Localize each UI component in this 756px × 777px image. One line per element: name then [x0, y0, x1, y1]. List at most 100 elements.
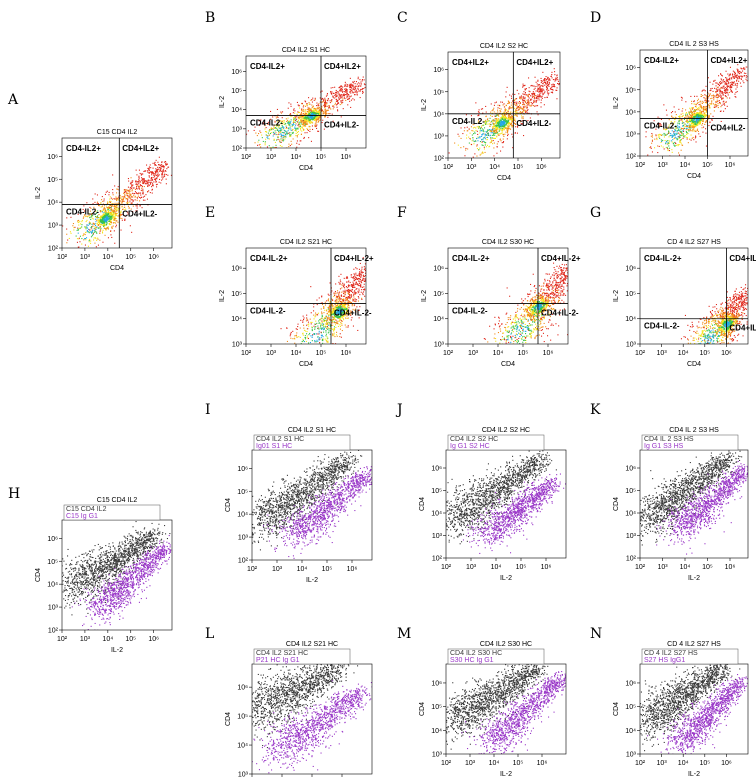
x-axis-label: CD4: [110, 265, 124, 272]
x-tick-label: 10⁵: [125, 636, 136, 643]
x-tick-label: 10⁵: [316, 350, 327, 357]
x-tick-label: 10³: [272, 566, 283, 573]
quadrant-label-lr: CD4+IL2-: [711, 123, 746, 132]
event-dots: [252, 664, 372, 774]
x-tick-label: 10³: [465, 760, 476, 767]
legend-stained: CD4 IL2 S1 HC: [256, 436, 304, 443]
x-tick-label: 10⁶: [541, 564, 552, 571]
y-tick-label: 10³: [238, 535, 249, 542]
plot-title: CD4 IL2 S30 HC: [480, 641, 532, 648]
panel-letter: A: [7, 92, 19, 108]
x-tick-label: 10⁶: [543, 350, 554, 357]
panel-letter: B: [205, 10, 215, 26]
quadrant-label-ll: CD4-IL-2-: [250, 307, 286, 316]
y-axis-label: IL-2: [35, 187, 42, 199]
y-axis-label: CD4: [35, 568, 42, 582]
y-tick-label: 10²: [626, 154, 637, 161]
panel-letter: C: [397, 10, 408, 26]
x-tick-label: 10³: [657, 350, 668, 357]
legend-isotype: S27 HS IgG1: [644, 657, 685, 664]
y-tick-label: 10⁶: [231, 266, 242, 273]
event-dots: [645, 64, 748, 156]
y-tick-label: 10⁴: [625, 728, 636, 735]
x-tick-label: 10⁴: [493, 350, 504, 357]
y-tick-label: 10⁴: [625, 109, 636, 116]
y-tick-label: 10⁴: [431, 728, 442, 735]
plot-frame: [639, 49, 749, 157]
plot-title: CD4 IL2 S21 HC: [286, 641, 338, 648]
plot-title: CD 4 IL2 S27 HS: [667, 239, 721, 246]
x-tick-label: 10²: [635, 350, 646, 357]
plot-title: CD4 IL2 S1 HC: [288, 427, 336, 434]
x-tick-label: 10⁵: [513, 760, 524, 767]
y-tick-label: 10⁶: [47, 154, 58, 161]
y-tick-label: 10²: [626, 556, 637, 563]
x-tick-label: 10⁴: [680, 162, 691, 169]
y-tick-label: 10⁵: [433, 291, 444, 298]
y-axis-label: IL-2: [219, 290, 226, 302]
event-dots: [483, 259, 568, 344]
y-tick-label: 10⁴: [625, 316, 636, 323]
x-tick-label: 10³: [657, 760, 668, 767]
y-tick-label: 10²: [432, 556, 443, 563]
panel-letter: I: [205, 402, 211, 418]
event-dots: [62, 520, 172, 630]
y-axis-label: IL-2: [421, 290, 428, 302]
quadrant-label-lr: CD4+IL-2-: [729, 324, 756, 333]
x-tick-label: 10³: [468, 350, 479, 357]
x-tick-label: 10⁴: [489, 760, 500, 767]
legend-stained: CD4 IL2 S2 HC: [450, 436, 498, 443]
quadrant-label-lr: CD4+IL-2-: [334, 309, 372, 318]
quadrant-label-ul: CD4-IL2+: [644, 56, 679, 65]
y-tick-label: 10²: [232, 146, 243, 153]
plot-title: CD4 IL2 S21 HC: [280, 239, 332, 246]
event-dots: [448, 68, 560, 158]
x-tick-label: 10⁵: [702, 564, 713, 571]
plot-title: C15 CD4 IL2: [97, 129, 138, 136]
x-tick-label: 10³: [657, 162, 668, 169]
x-tick-label: 10⁵: [513, 164, 524, 171]
y-tick-label: 10⁵: [237, 489, 248, 496]
x-tick-label: 10³: [266, 350, 277, 357]
x-tick-label: 10³: [466, 164, 477, 171]
x-tick-label: 10⁶: [347, 566, 358, 573]
y-tick-label: 10³: [232, 342, 243, 349]
panel-j: J CD4 IL2 S2 HC 10² 10³ 10⁴ 10⁵ 10⁶ 10² 10³ 10⁴ 10…: [395, 402, 567, 582]
y-tick-label: 10⁴: [237, 512, 248, 519]
y-tick-label: 10⁶: [433, 266, 444, 273]
y-tick-label: 10²: [434, 156, 445, 163]
plot-frame: [447, 51, 561, 159]
legend-isotype: C15 Ig G1: [66, 513, 98, 520]
x-axis-label: CD4: [497, 175, 511, 182]
y-tick-label: 10³: [434, 133, 445, 140]
y-tick-label: 10⁵: [47, 177, 58, 184]
y-axis-label: IL-2: [421, 99, 428, 111]
x-tick-label: 10²: [443, 164, 454, 171]
quadrant-label-lr: CD4+IL2-: [122, 209, 157, 218]
x-tick-label: 10²: [241, 350, 252, 357]
x-tick-label: 10⁶: [148, 636, 159, 643]
x-tick-label: 10²: [635, 162, 646, 169]
x-tick-label: 10²: [57, 254, 68, 261]
y-tick-label: 10³: [238, 772, 249, 777]
event-dots: [252, 450, 372, 559]
x-axis-label: IL-2: [500, 771, 512, 777]
quadrant-label-ul: CD4-IL-2+: [452, 254, 490, 263]
plot-title: CD4 IL2 S2 HC: [482, 427, 530, 434]
x-tick-label: 10⁶: [725, 162, 736, 169]
x-axis-label: IL-2: [500, 575, 512, 582]
legend-isotype: P21 HC Ig G1: [256, 657, 300, 664]
y-axis-label: CD4: [613, 702, 620, 716]
x-axis-label: CD4: [299, 165, 313, 172]
y-tick-label: 10⁴: [47, 200, 58, 207]
x-axis-label: IL-2: [688, 771, 700, 777]
plot-title: CD4 IL2 S1 HC: [282, 47, 330, 54]
y-tick-label: 10³: [432, 752, 443, 759]
